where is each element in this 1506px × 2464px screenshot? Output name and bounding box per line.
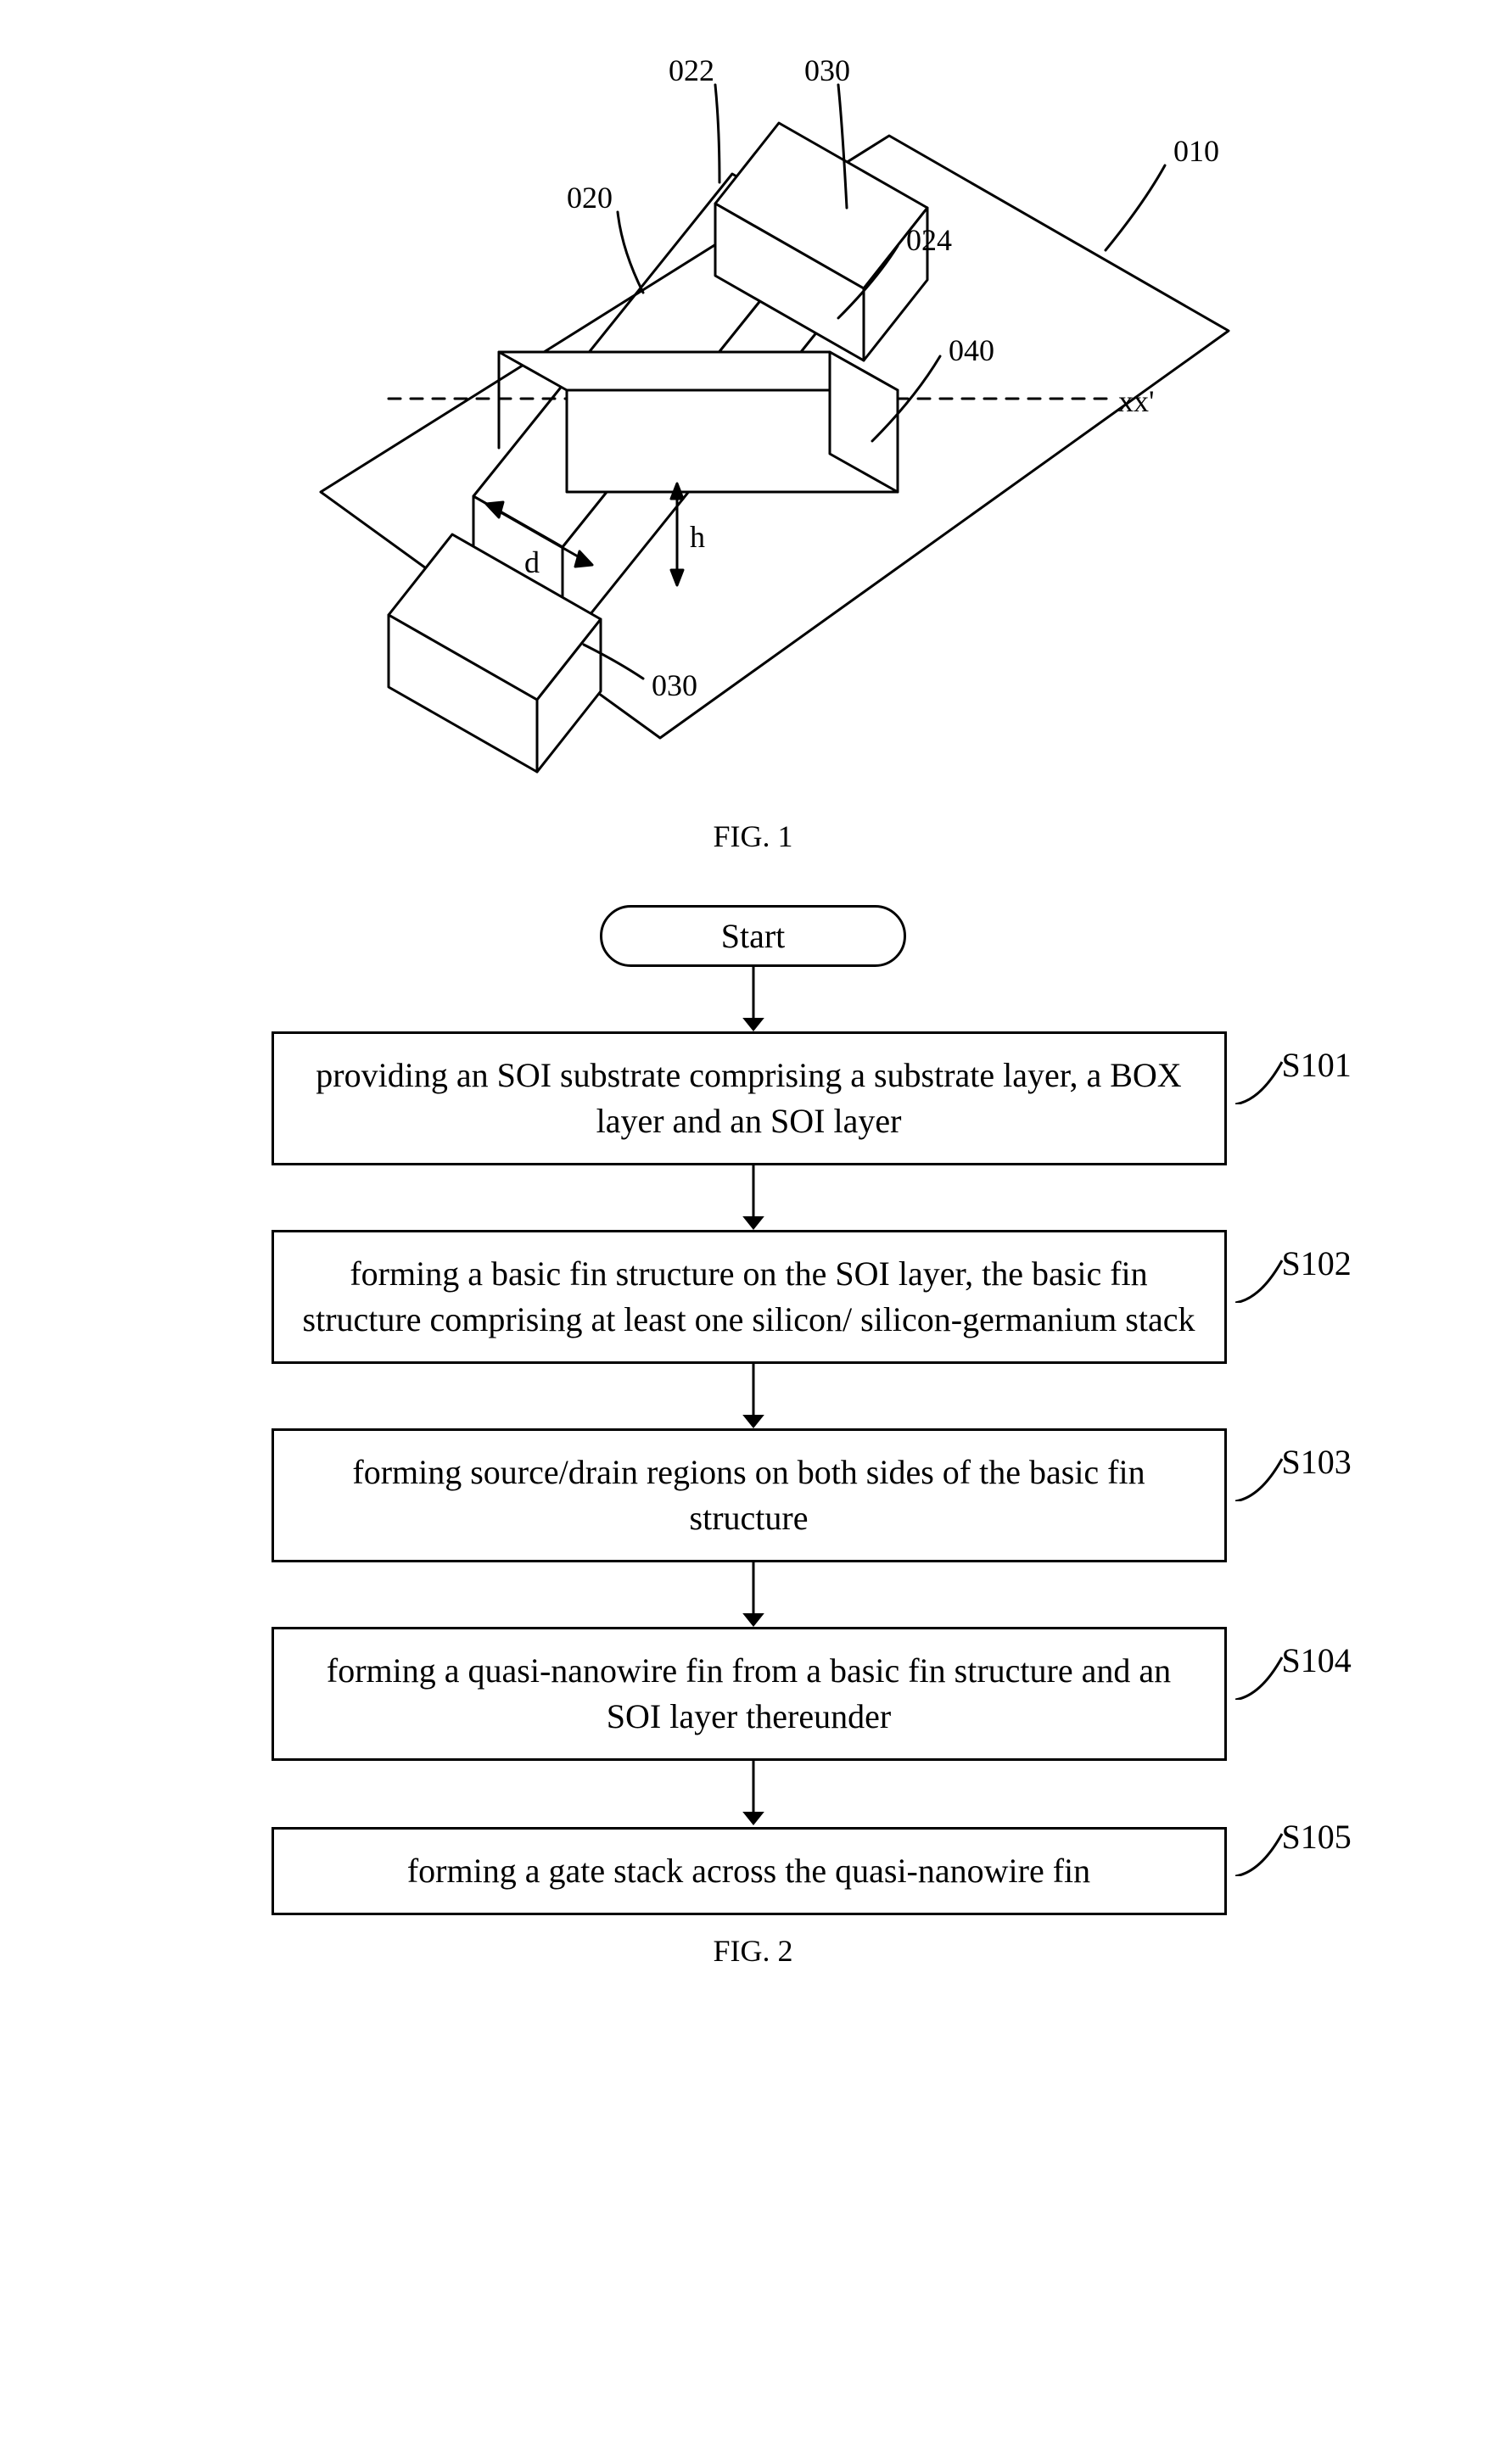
- label-d: d: [524, 545, 540, 579]
- figure-2: Start providing an SOI substrate compris…: [34, 905, 1472, 1969]
- label-024: 024: [906, 223, 952, 257]
- flow-arrow-icon: [736, 1562, 770, 1627]
- flow-arrow-icon: [736, 967, 770, 1031]
- label-022: 022: [669, 53, 714, 87]
- leader-022: [715, 85, 719, 182]
- fig1-svg: 022 030 010 020 024 040 xx' d h 030: [244, 34, 1262, 797]
- step-id-label: S101: [1282, 1045, 1352, 1085]
- label-010: 010: [1173, 134, 1219, 168]
- dim-h: [671, 483, 683, 585]
- step-id-label: S102: [1282, 1243, 1352, 1283]
- label-020: 020: [567, 181, 613, 215]
- label-040: 040: [949, 333, 994, 367]
- flow-step: forming a gate stack across the quasi-na…: [153, 1825, 1354, 1916]
- flow-arrow-icon: [736, 1761, 770, 1825]
- label-xx: xx': [1118, 384, 1155, 418]
- flow-step: forming source/drain regions on both sid…: [153, 1428, 1354, 1562]
- fig2-caption: FIG. 2: [34, 1933, 1472, 1969]
- step-id-label: S103: [1282, 1442, 1352, 1482]
- step-id-label: S104: [1282, 1640, 1352, 1680]
- figure-1: 022 030 010 020 024 040 xx' d h 030 FIG.…: [34, 34, 1472, 854]
- fig1-caption: FIG. 1: [34, 819, 1472, 854]
- flowchart: Start providing an SOI substrate compris…: [34, 905, 1472, 1916]
- flow-arrow-icon: [736, 1364, 770, 1428]
- label-030a: 030: [804, 53, 850, 87]
- flow-step: providing an SOI substrate comprising a …: [153, 1031, 1354, 1165]
- step-id-label: S105: [1282, 1817, 1352, 1857]
- label-h: h: [690, 520, 705, 554]
- flow-step: forming a basic fin structure on the SOI…: [153, 1230, 1354, 1364]
- leader-020: [618, 212, 643, 293]
- step-box: forming a quasi-nanowire fin from a basi…: [272, 1627, 1227, 1761]
- step-box: forming a basic fin structure on the SOI…: [272, 1230, 1227, 1364]
- step-box: forming a gate stack across the quasi-na…: [272, 1827, 1227, 1915]
- step-box: providing an SOI substrate comprising a …: [272, 1031, 1227, 1165]
- label-030b: 030: [652, 668, 697, 702]
- flowchart-steps: providing an SOI substrate comprising a …: [153, 967, 1354, 1916]
- flow-arrow-icon: [736, 1165, 770, 1230]
- step-box: forming source/drain regions on both sid…: [272, 1428, 1227, 1562]
- leader-010: [1106, 165, 1165, 250]
- flow-step: forming a quasi-nanowire fin from a basi…: [153, 1627, 1354, 1761]
- start-node: Start: [600, 905, 907, 967]
